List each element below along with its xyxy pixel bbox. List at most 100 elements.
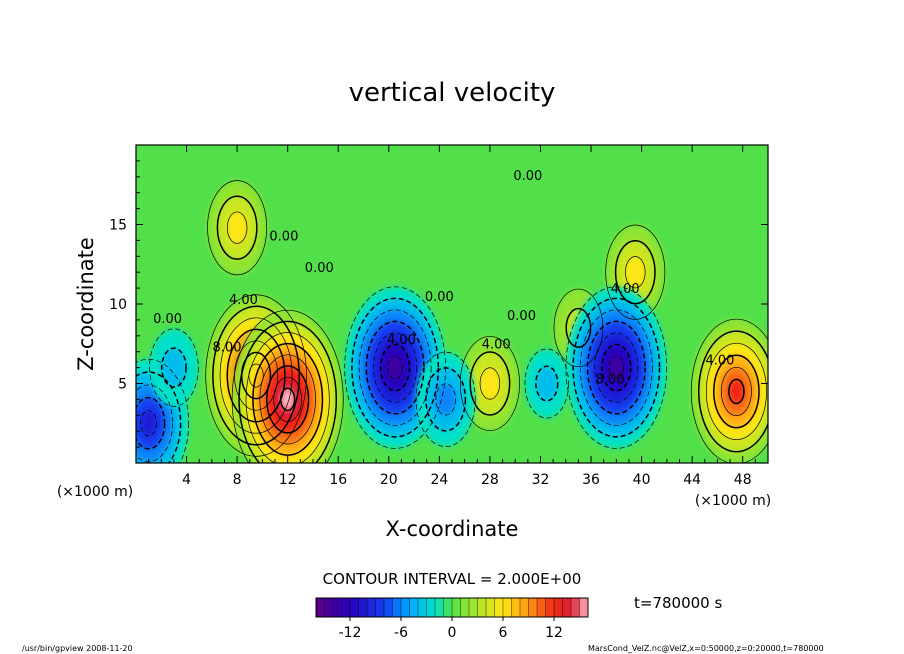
contour-line — [238, 320, 338, 463]
contour-interval: CONTOUR INTERVAL = 2.000E+00 — [323, 570, 582, 588]
contour-line — [524, 348, 569, 419]
colorbar-cell — [409, 597, 419, 618]
contour-label: 4.00 — [229, 293, 258, 308]
footer-left: /usr/bin/gpview 2008-11-20 — [22, 644, 133, 653]
contour-line — [231, 309, 344, 463]
contour-line — [140, 410, 157, 437]
contour-line — [459, 335, 520, 432]
x-tick-label: 40 — [633, 472, 651, 488]
contour-line — [579, 309, 653, 426]
x-axis-label: X-coordinate — [386, 517, 519, 541]
contour-line — [279, 387, 296, 412]
contour-line — [469, 351, 511, 416]
contour-line — [705, 342, 767, 441]
contour-line — [553, 288, 604, 368]
contour-line — [435, 383, 456, 416]
field-level — [728, 379, 744, 404]
contour-line — [713, 354, 760, 429]
x-axis-ticks: 4 8 12 16 20 24 28 32 36 40 44 48 — [148, 145, 756, 488]
contour-label: 4.00 — [611, 282, 640, 297]
contour-line — [136, 371, 182, 463]
contour-line — [219, 317, 293, 434]
contour-lines — [136, 180, 768, 463]
colorbar-cell — [383, 597, 394, 618]
contour-label: 4.00 — [705, 353, 734, 368]
colorbar-cell — [511, 597, 521, 618]
colorbar-cell — [434, 597, 445, 618]
x-tick-label: 4 — [182, 472, 191, 488]
contour-line — [720, 366, 752, 416]
colorbar-tick-label: -6 — [394, 625, 408, 641]
field-level — [280, 388, 295, 411]
y-tick-label: 5 — [118, 377, 127, 393]
contour-line — [690, 318, 768, 463]
contour-line — [415, 351, 476, 447]
contour-line — [479, 367, 501, 400]
contour-line — [212, 305, 301, 446]
contour-line — [207, 180, 268, 276]
contour-labels: 0.00 4.00 8.00 0.00 0.00 4.00 0.00 4.00 0.00 0.00… — [153, 169, 734, 388]
colorbar-cell — [562, 597, 572, 618]
colorbar-tick-label: 0 — [448, 625, 457, 641]
colorbar — [315, 597, 589, 618]
colorbar-cell — [332, 597, 343, 618]
colorbar-cell — [443, 597, 453, 618]
colorbar-tick-label: -12 — [339, 625, 362, 641]
colorbar-cell — [349, 597, 360, 618]
contour-label: 4.00 — [387, 333, 416, 348]
contour-line — [252, 342, 324, 456]
colorbar-cell — [570, 597, 581, 618]
x-tick-label: 20 — [380, 472, 398, 488]
x-tick-label: 44 — [683, 472, 701, 488]
x-tick-label: 48 — [734, 472, 752, 488]
x-tick-label: 28 — [481, 472, 499, 488]
colorbar-cell — [545, 597, 555, 618]
contour-label: 8.00 — [596, 373, 625, 388]
field-level — [435, 383, 456, 416]
colorbar-cell — [392, 597, 402, 618]
colorbar-cell — [460, 597, 470, 618]
contour-label: 0.00 — [425, 290, 454, 305]
colorbar-cell — [519, 597, 530, 618]
field-level — [480, 367, 500, 400]
colorbar-cell — [426, 597, 436, 618]
colorbar-cell — [579, 597, 589, 618]
contour-line — [728, 378, 745, 405]
x-tick-label: 16 — [329, 472, 347, 488]
contour-line — [149, 328, 199, 407]
colorbar-cell — [528, 597, 538, 618]
contour-line — [245, 332, 330, 463]
contour-line — [594, 332, 639, 403]
field-level — [535, 366, 558, 401]
colorbar-cell — [324, 597, 334, 618]
y-axis-label: Z-coordinate — [74, 237, 98, 371]
contour-line — [373, 332, 418, 403]
time-label: t=780000 s — [634, 594, 722, 612]
contour-label: 4.00 — [482, 338, 511, 353]
contour-line — [358, 309, 432, 426]
contour-line — [160, 347, 187, 388]
contour-label: 0.00 — [269, 229, 298, 244]
contour-label: 0.00 — [513, 169, 542, 184]
colorbar-cell — [553, 597, 564, 618]
x-tick-label: 32 — [532, 472, 550, 488]
contour-label: 0.00 — [507, 309, 536, 324]
colorbar-cell — [468, 597, 479, 618]
x-tick-label: 24 — [430, 472, 448, 488]
colorbar-cell — [477, 597, 487, 618]
contour-line — [226, 211, 248, 244]
contour-line — [351, 297, 440, 438]
x-tick-label: 8 — [233, 472, 242, 488]
contour-label: 8.00 — [213, 341, 242, 356]
colorbar-cell — [341, 597, 351, 618]
contour-line — [425, 367, 467, 432]
contour-label: 0.00 — [153, 312, 182, 327]
contour-line — [379, 343, 411, 392]
x-tick-label: 12 — [279, 472, 297, 488]
field-level — [609, 356, 624, 380]
footer-right: MarsCond_VelZ.nc@VelZ,x=0:50000,z=0:2000… — [588, 644, 824, 653]
contour-line — [205, 294, 307, 457]
colorbar-cell — [485, 597, 496, 618]
contour-line — [697, 330, 768, 453]
